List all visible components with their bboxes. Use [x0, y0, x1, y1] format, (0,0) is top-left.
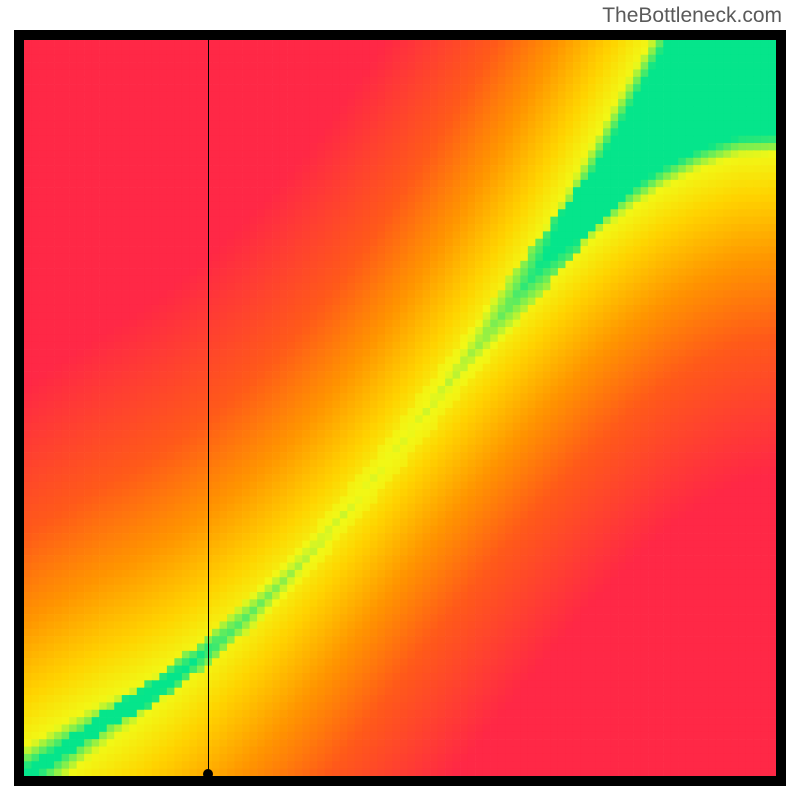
watermark-text: TheBottleneck.com — [602, 4, 782, 28]
heatmap-canvas — [14, 30, 786, 786]
chart-frame — [14, 30, 786, 786]
chart-container: TheBottleneck.com — [0, 0, 800, 800]
